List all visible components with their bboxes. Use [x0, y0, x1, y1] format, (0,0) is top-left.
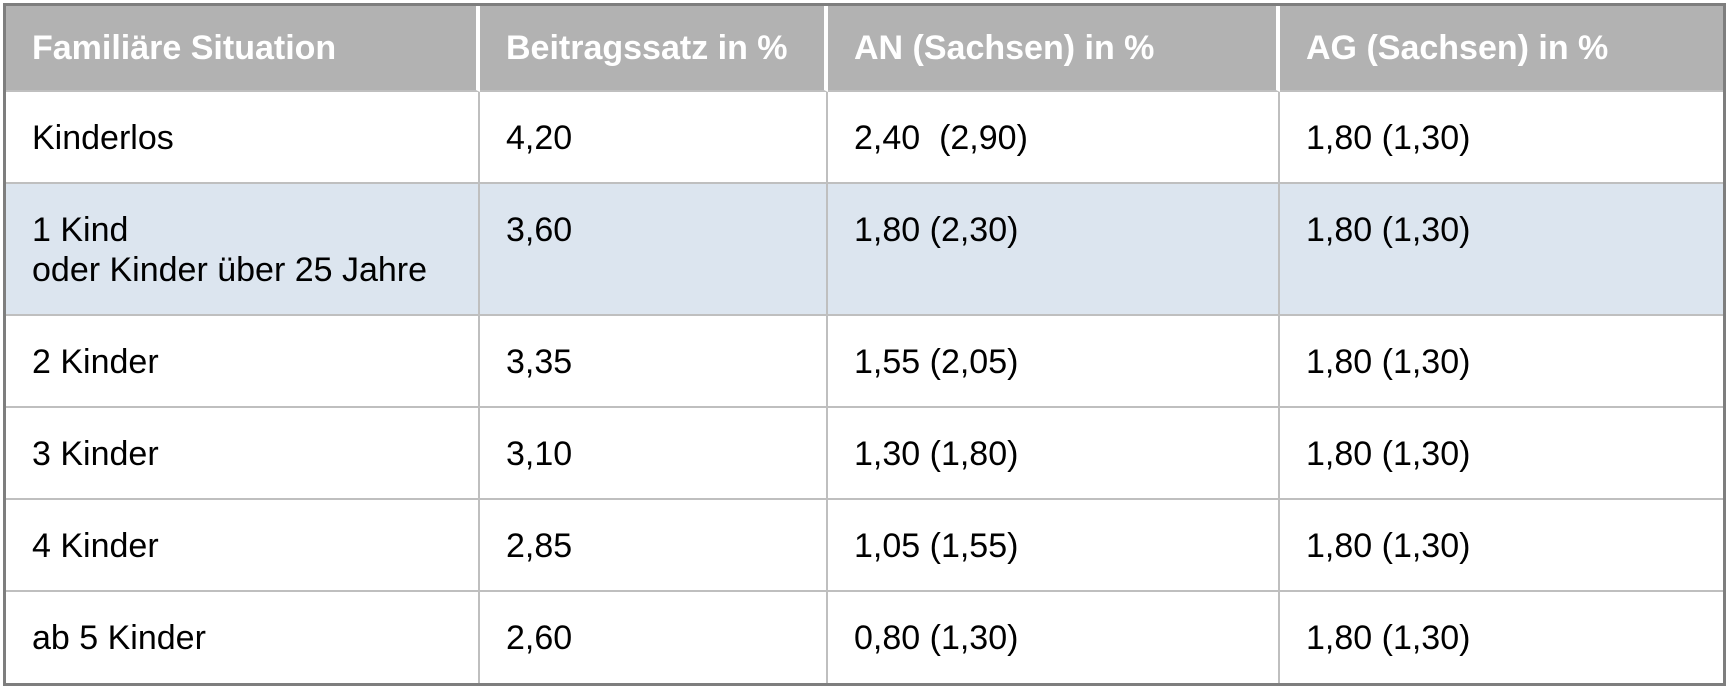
cell-ag: 1,80 (1,30) — [1280, 592, 1723, 683]
cell-beitragssatz: 3,35 — [480, 316, 828, 408]
cell-an: 1,80 (2,30) — [828, 184, 1280, 316]
cell-ag: 1,80 (1,30) — [1280, 92, 1723, 184]
table-row: ab 5 Kinder 2,60 0,80 (1,30) 1,80 (1,30) — [6, 592, 1723, 683]
cell-ag: 1,80 (1,30) — [1280, 184, 1723, 316]
cell-beitragssatz: 4,20 — [480, 92, 828, 184]
cell-an: 1,55 (2,05) — [828, 316, 1280, 408]
cell-situation: 3 Kinder — [6, 408, 480, 500]
cell-situation: 1 Kind oder Kinder über 25 Jahre — [6, 184, 480, 316]
table-body: Kinderlos 4,20 2,40 (2,90) 1,80 (1,30) 1 Kin… — [6, 92, 1723, 683]
cell-beitragssatz: 2,60 — [480, 592, 828, 683]
cell-situation: ab 5 Kinder — [6, 592, 480, 683]
header-row: Familiäre Situation Beitragssatz in % AN… — [6, 6, 1723, 92]
cell-an: 1,05 (1,55) — [828, 500, 1280, 592]
table-row: 2 Kinder 3,35 1,55 (2,05) 1,80 (1,30) — [6, 316, 1723, 408]
cell-an: 2,40 (2,90) — [828, 92, 1280, 184]
cell-beitragssatz: 2,85 — [480, 500, 828, 592]
header-beitragssatz: Beitragssatz in % — [480, 6, 828, 92]
cell-situation: 2 Kinder — [6, 316, 480, 408]
cell-beitragssatz: 3,60 — [480, 184, 828, 316]
contribution-rates-table: Familiäre Situation Beitragssatz in % AN… — [3, 3, 1726, 686]
cell-situation: Kinderlos — [6, 92, 480, 184]
cell-ag: 1,80 (1,30) — [1280, 316, 1723, 408]
cell-ag: 1,80 (1,30) — [1280, 500, 1723, 592]
table-row: 3 Kinder 3,10 1,30 (1,80) 1,80 (1,30) — [6, 408, 1723, 500]
cell-ag: 1,80 (1,30) — [1280, 408, 1723, 500]
header-ag-sachsen: AG (Sachsen) in % — [1280, 6, 1723, 92]
cell-an: 1,30 (1,80) — [828, 408, 1280, 500]
table-row: Kinderlos 4,20 2,40 (2,90) 1,80 (1,30) — [6, 92, 1723, 184]
cell-beitragssatz: 3,10 — [480, 408, 828, 500]
table-row: 1 Kind oder Kinder über 25 Jahre 3,60 1,80… — [6, 184, 1723, 316]
contribution-rates-table-container: Familiäre Situation Beitragssatz in % AN… — [3, 3, 1726, 686]
header-familiaere-situation: Familiäre Situation — [6, 6, 480, 92]
table-row: 4 Kinder 2,85 1,05 (1,55) 1,80 (1,30) — [6, 500, 1723, 592]
cell-an: 0,80 (1,30) — [828, 592, 1280, 683]
cell-situation: 4 Kinder — [6, 500, 480, 592]
header-an-sachsen: AN (Sachsen) in % — [828, 6, 1280, 92]
